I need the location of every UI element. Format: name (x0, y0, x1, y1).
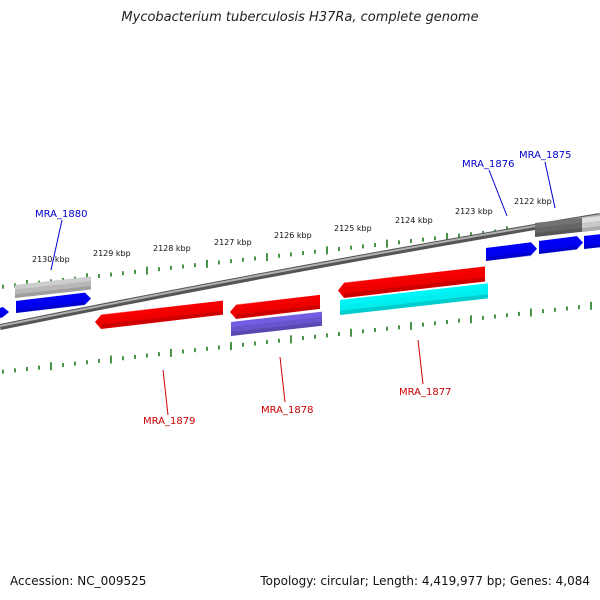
gene-feature-highlight (539, 236, 577, 246)
leader-MRA_1880 (50, 219, 63, 271)
genome-summary-text: Topology: circular; Length: 4,419,977 bp… (260, 574, 590, 588)
scale-label-2124: 2124 kbp (395, 216, 433, 225)
gene-feature-highlight (344, 266, 485, 288)
scale-labels: 2122 kbp 2123 kbp 2124 kbp 2125 kbp 2126… (32, 197, 552, 264)
gene-feature-shadow (535, 227, 582, 237)
gene-label-MRA_1876[interactable]: MRA_1876 (462, 159, 514, 170)
gene-feature-f-1875-blue[interactable] (539, 236, 583, 254)
gene-feature-shadow (584, 243, 600, 249)
gene-features (0, 215, 600, 336)
gene-feature-f-1877-cyan[interactable] (340, 283, 488, 315)
leader-MRA_1877 (417, 339, 424, 385)
gene-feature-f-1875-light[interactable] (582, 215, 600, 232)
scale-label-2123: 2123 kbp (455, 207, 493, 216)
gene-feature-shadow (16, 301, 85, 313)
gene-label-MRA_1875[interactable]: MRA_1875 (519, 150, 571, 161)
gene-feature-shadow (0, 314, 3, 318)
gene-labels: MRA_1875 MRA_1876 MRA_1880 MRA_1877 MRA_… (35, 150, 571, 427)
gene-feature-shadow (101, 310, 223, 329)
map-title: Mycobacterium tuberculosis H37Ra, comple… (121, 10, 479, 25)
gene-feature-f-right-edge-blue[interactable] (584, 234, 600, 249)
gene-feature-highlight (15, 276, 91, 290)
gene-feature-f-1875-dark[interactable] (535, 217, 582, 237)
gene-feature-shadow (344, 277, 485, 298)
gene-feature-shadow (231, 321, 322, 336)
gene-label-MRA_1877[interactable]: MRA_1877 (399, 387, 451, 398)
gene-feature-f-1879-red[interactable] (95, 300, 223, 329)
leader-MRA_1876 (488, 169, 508, 217)
gene-label-MRA_1880[interactable]: MRA_1880 (35, 209, 87, 220)
gene-feature-f-top-left-edge[interactable] (0, 306, 9, 318)
gene-feature-highlight (584, 234, 600, 241)
scale-label-2130: 2130 kbp (32, 255, 70, 264)
scale-label-2125: 2125 kbp (334, 224, 372, 233)
scale-label-2126: 2126 kbp (274, 231, 312, 240)
gene-feature-highlight (486, 242, 531, 253)
gene-feature-shadow (340, 294, 488, 315)
gene-feature-highlight (231, 311, 322, 327)
gene-feature-highlight (340, 283, 488, 306)
gene-feature-f-1880-grey[interactable] (15, 276, 91, 298)
gene-feature-highlight (535, 217, 582, 228)
scale-label-2122: 2122 kbp (514, 197, 552, 206)
gene-feature-highlight (16, 293, 85, 306)
scale-label-2128: 2128 kbp (153, 244, 191, 253)
gene-feature-shadow (236, 305, 320, 319)
gene-feature-f-1878-red[interactable] (230, 294, 320, 319)
gene-feature-highlight (101, 300, 223, 320)
gene-feature-highlight (0, 307, 3, 312)
gene-feature-f-1880-blue[interactable] (16, 292, 91, 313)
leader-MRA_1875 (544, 161, 556, 209)
gene-label-MRA_1879[interactable]: MRA_1879 (143, 416, 195, 427)
gene-feature-highlight (236, 294, 320, 310)
genome-backbone-highlight (0, 214, 600, 327)
scale-ticks-inner (2, 301, 592, 374)
gene-feature-shadow (539, 246, 577, 254)
scale-label-2129: 2129 kbp (93, 249, 131, 258)
accession-text: Accession: NC_009525 (10, 574, 147, 588)
gene-feature-f-1876-blue[interactable] (486, 242, 537, 261)
gene-feature-shadow (15, 285, 91, 298)
gene-feature-highlight (582, 215, 600, 223)
gene-feature-shadow (582, 226, 600, 232)
label-leader-lines (50, 161, 556, 416)
gene-label-MRA_1878[interactable]: MRA_1878 (261, 405, 313, 416)
scale-label-2127: 2127 kbp (214, 238, 252, 247)
leader-MRA_1879 (162, 369, 169, 416)
gene-feature-shadow (486, 252, 531, 261)
gene-feature-f-1878-purple[interactable] (231, 311, 322, 336)
gene-feature-f-1877-red[interactable] (338, 266, 485, 298)
leader-MRA_1878 (279, 356, 286, 403)
